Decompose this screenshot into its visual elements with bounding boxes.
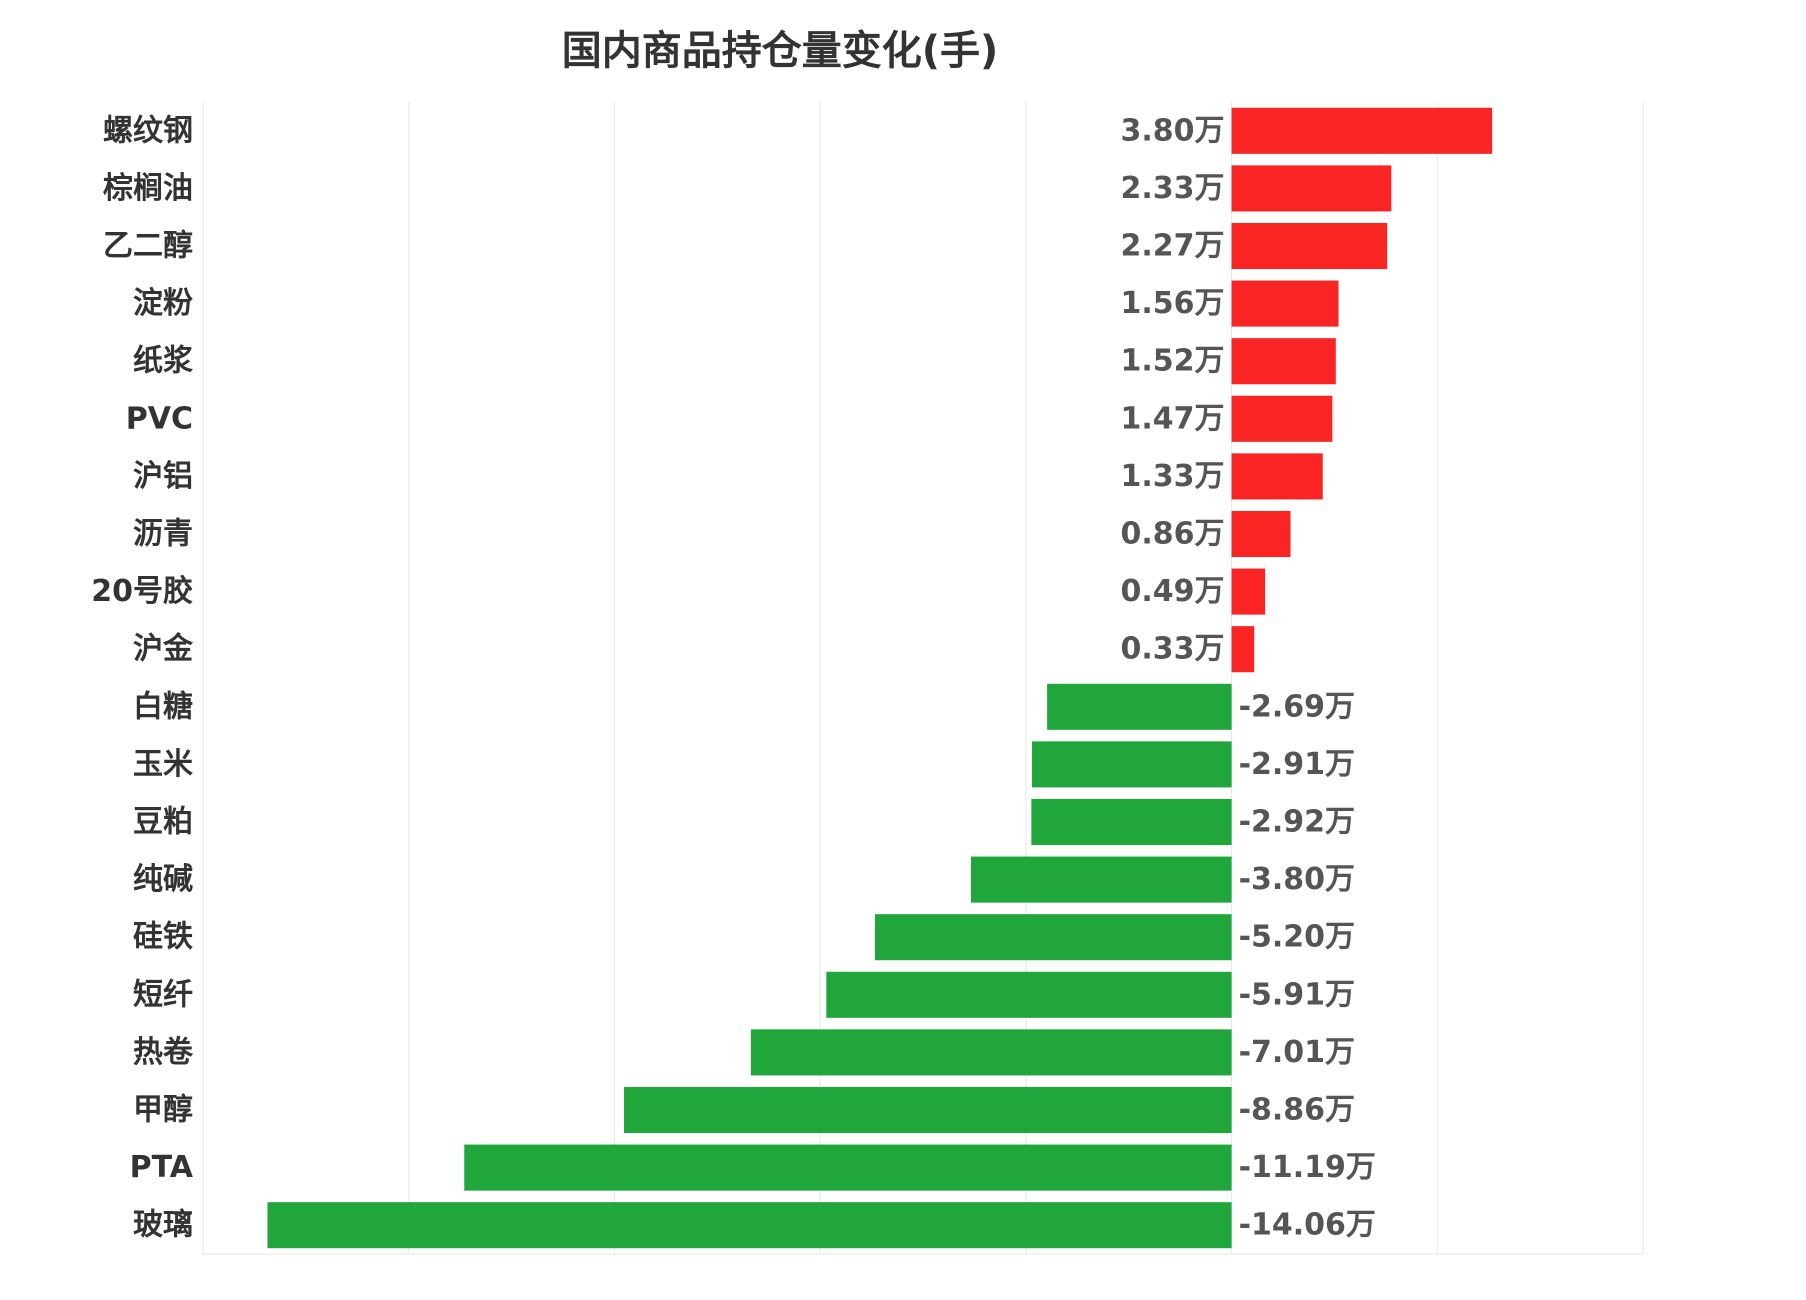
data-label: -2.91万 bbox=[1239, 747, 1355, 782]
data-label: -8.86万 bbox=[1239, 1093, 1355, 1128]
category-label: 棕榈油 bbox=[103, 171, 193, 206]
category-label: 沪金 bbox=[133, 632, 194, 667]
data-label: 0.49万 bbox=[1121, 574, 1225, 609]
chart-title: 国内商品持仓量变化(手) bbox=[561, 28, 999, 74]
bar bbox=[1231, 338, 1336, 385]
bar bbox=[624, 1086, 1232, 1134]
category-label: 螺纹钢 bbox=[103, 113, 193, 148]
data-label: 0.33万 bbox=[1121, 632, 1225, 667]
data-label: -2.92万 bbox=[1239, 805, 1355, 840]
data-label: -5.91万 bbox=[1239, 977, 1355, 1012]
category-label: 短纤 bbox=[133, 977, 193, 1012]
grid-layer bbox=[202, 102, 1644, 1255]
bar bbox=[464, 1144, 1232, 1191]
category-label: 甲醇 bbox=[133, 1093, 193, 1128]
bar bbox=[1231, 453, 1323, 500]
data-label: -11.19万 bbox=[1239, 1150, 1376, 1185]
data-label: 0.86万 bbox=[1121, 517, 1225, 552]
category-label: 纯碱 bbox=[133, 862, 193, 897]
data-label: 1.56万 bbox=[1121, 286, 1225, 321]
category-label: 沥青 bbox=[133, 517, 193, 552]
data-label: 2.33万 bbox=[1121, 171, 1225, 206]
category-label: 玉米 bbox=[133, 747, 193, 782]
bar bbox=[1231, 280, 1339, 327]
category-label: 豆粕 bbox=[133, 805, 193, 840]
category-label: 热卷 bbox=[133, 1035, 194, 1070]
bar bbox=[1231, 165, 1392, 212]
category-label: 乙二醇 bbox=[103, 229, 193, 264]
bar bbox=[971, 856, 1232, 903]
bar bbox=[1231, 107, 1493, 154]
data-label: -5.20万 bbox=[1239, 920, 1355, 955]
category-label: 纸浆 bbox=[133, 344, 193, 379]
category-label: 白糖 bbox=[133, 689, 193, 724]
data-label: 1.47万 bbox=[1121, 401, 1225, 436]
bar bbox=[1231, 568, 1266, 615]
category-label: 玻璃 bbox=[133, 1208, 193, 1243]
bar bbox=[1032, 741, 1232, 788]
category-label: PTA bbox=[130, 1150, 194, 1185]
category-label: 淀粉 bbox=[133, 286, 193, 321]
data-label: 1.33万 bbox=[1121, 459, 1225, 494]
category-label: 硅铁 bbox=[133, 920, 193, 955]
bar bbox=[1231, 395, 1333, 442]
data-label: 3.80万 bbox=[1121, 113, 1225, 148]
data-label: 1.52万 bbox=[1121, 344, 1225, 379]
bar bbox=[826, 971, 1232, 1018]
category-label: PVC bbox=[126, 401, 193, 436]
bar bbox=[1231, 222, 1388, 270]
bar bbox=[875, 914, 1232, 961]
bar bbox=[1231, 510, 1291, 558]
data-label: -7.01万 bbox=[1239, 1035, 1355, 1070]
data-label: -2.69万 bbox=[1239, 689, 1355, 724]
bar bbox=[267, 1202, 1232, 1249]
category-label: 20号胶 bbox=[91, 574, 193, 609]
bar-layer bbox=[267, 107, 1493, 1249]
bar bbox=[1231, 626, 1255, 673]
bar bbox=[1047, 683, 1232, 730]
data-label: -14.06万 bbox=[1239, 1208, 1376, 1243]
category-label: 沪铝 bbox=[133, 459, 193, 494]
data-label: 2.27万 bbox=[1121, 229, 1225, 264]
bar bbox=[1031, 798, 1232, 846]
data-label: -3.80万 bbox=[1239, 862, 1355, 897]
bar bbox=[750, 1029, 1232, 1076]
